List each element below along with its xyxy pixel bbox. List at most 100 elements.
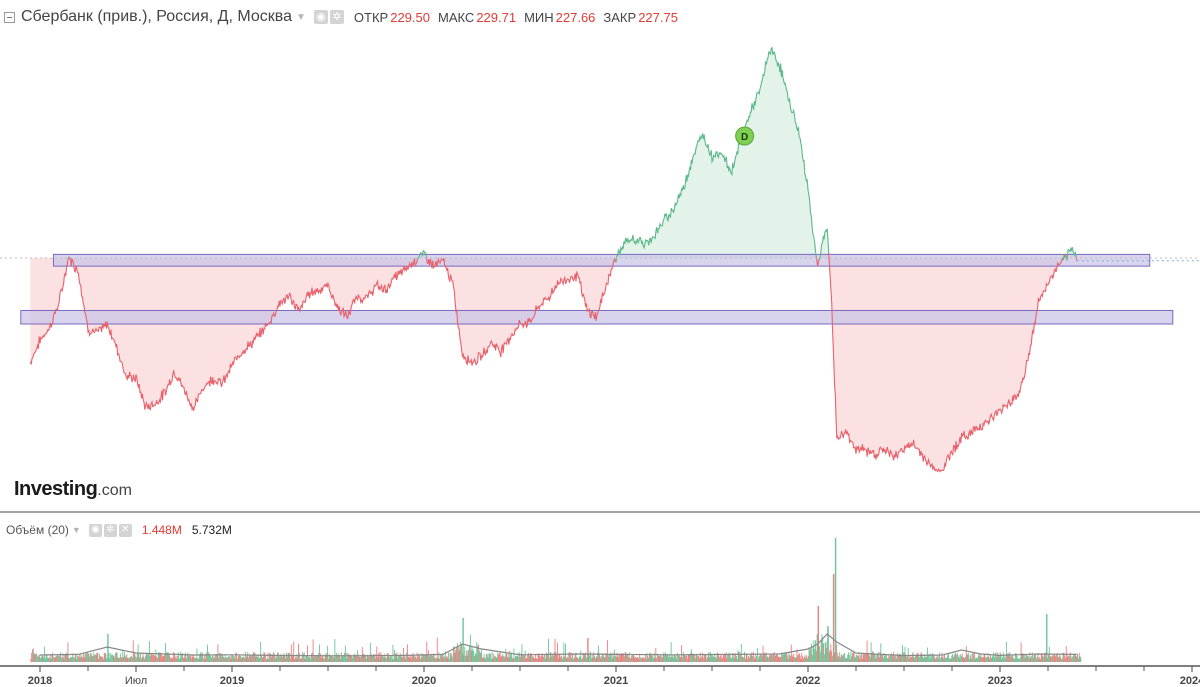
volume-bar [561, 658, 563, 662]
dividend-marker-label: D [741, 132, 748, 143]
x-tick-label: 2018 [28, 675, 52, 687]
volume-bar [751, 652, 753, 662]
volume-bar [579, 656, 581, 662]
volume-bar [81, 656, 83, 662]
volume-bar [689, 654, 691, 662]
volume-bar [88, 653, 90, 662]
volume-bar [901, 655, 903, 662]
volume-bar [861, 658, 863, 662]
volume-bar [1021, 653, 1023, 662]
volume-bar [80, 653, 82, 662]
volume-bar [340, 652, 342, 662]
volume-bar [998, 656, 1000, 662]
gear-icon[interactable]: ✲ [103, 523, 117, 537]
chevron-down-icon[interactable]: ▼ [71, 525, 81, 535]
volume-bar [939, 652, 941, 662]
close-icon[interactable]: ✕ [118, 523, 132, 537]
volume-bar [315, 656, 317, 662]
volume-bar [815, 651, 817, 662]
volume-bar [569, 652, 571, 662]
volume-bar [554, 638, 556, 662]
volume-bar [177, 655, 179, 662]
volume-bar [424, 654, 426, 662]
volume-bar [860, 655, 862, 662]
volume-bar [612, 652, 614, 662]
volume-bar [995, 652, 997, 662]
volume-bar [606, 654, 608, 662]
volume-bar [523, 655, 525, 662]
volume-bar [368, 656, 370, 662]
volume-bar [598, 653, 600, 662]
volume-bar [652, 655, 654, 662]
volume-bar [219, 652, 220, 662]
volume-bar [990, 655, 991, 662]
volume-bar [640, 657, 641, 662]
volume-bar [1074, 653, 1076, 662]
volume-bar [127, 657, 129, 662]
volume-bar [558, 653, 560, 662]
eye-icon[interactable]: ◉ [313, 10, 328, 24]
volume-bar [337, 654, 339, 662]
volume-bar [877, 654, 879, 662]
volume-bar [467, 649, 469, 662]
volume-bar [842, 655, 844, 662]
volume-bar [814, 649, 816, 662]
x-tick-label: 2019 [220, 675, 244, 687]
volume-bar [752, 651, 754, 662]
volume-bar [559, 653, 561, 662]
volume-bar [1027, 655, 1029, 662]
open-value: 229.50 [390, 9, 430, 25]
volume-bar [557, 658, 559, 662]
volume-bar [763, 654, 765, 662]
volume-bar [798, 653, 800, 662]
volume-bar [1013, 658, 1015, 662]
volume-bar [887, 658, 889, 662]
collapse-icon[interactable] [4, 11, 15, 23]
volume-bar [365, 658, 367, 662]
volume-bar [789, 654, 791, 662]
volume-bar [873, 654, 875, 662]
volume-bar [885, 655, 887, 662]
volume-bar [1000, 653, 1002, 662]
volume-bar [1065, 657, 1066, 662]
volume-bar [195, 657, 197, 662]
volume-bar [794, 657, 796, 662]
dividend-marker[interactable]: D [735, 126, 755, 146]
volume-bar [95, 654, 97, 662]
volume-bar [225, 657, 227, 662]
volume-bar [161, 656, 163, 662]
volume-bar [1034, 654, 1036, 662]
volume-bar [496, 657, 498, 662]
eye-icon[interactable]: ◉ [88, 523, 102, 537]
volume-bar [94, 654, 96, 662]
volume-bar [794, 657, 795, 662]
volume-bar [965, 656, 966, 662]
volume-bar [460, 641, 462, 662]
volume-bar [227, 656, 229, 662]
volume-bar [403, 655, 405, 662]
chevron-down-icon[interactable]: ▼ [296, 11, 306, 23]
volume-bar [54, 657, 56, 662]
volume-header: Объём (20) ▼ ◉ ✲ ✕ 1.448M 5.732M [6, 522, 232, 538]
volume-bar [733, 658, 735, 662]
volume-bar [414, 656, 416, 662]
volume-bar [483, 654, 485, 662]
volume-bar [248, 657, 250, 662]
volume-bar [324, 653, 326, 662]
volume-bar [242, 657, 244, 662]
volume-bar [869, 657, 871, 662]
volume-bar [906, 656, 908, 662]
volume-bar [983, 654, 985, 662]
volume-bar [436, 657, 437, 662]
volume-bar [243, 656, 245, 662]
volume-bar [615, 655, 616, 662]
gear-icon[interactable]: ✲ [329, 10, 344, 24]
volume-bar [328, 653, 330, 662]
volume-bar [415, 658, 417, 662]
volume-bar [1056, 653, 1058, 662]
volume-bar [332, 656, 334, 662]
volume-bar [1031, 656, 1033, 662]
volume-bar [449, 653, 451, 662]
volume-bar [720, 654, 722, 662]
volume-bar [419, 658, 421, 662]
